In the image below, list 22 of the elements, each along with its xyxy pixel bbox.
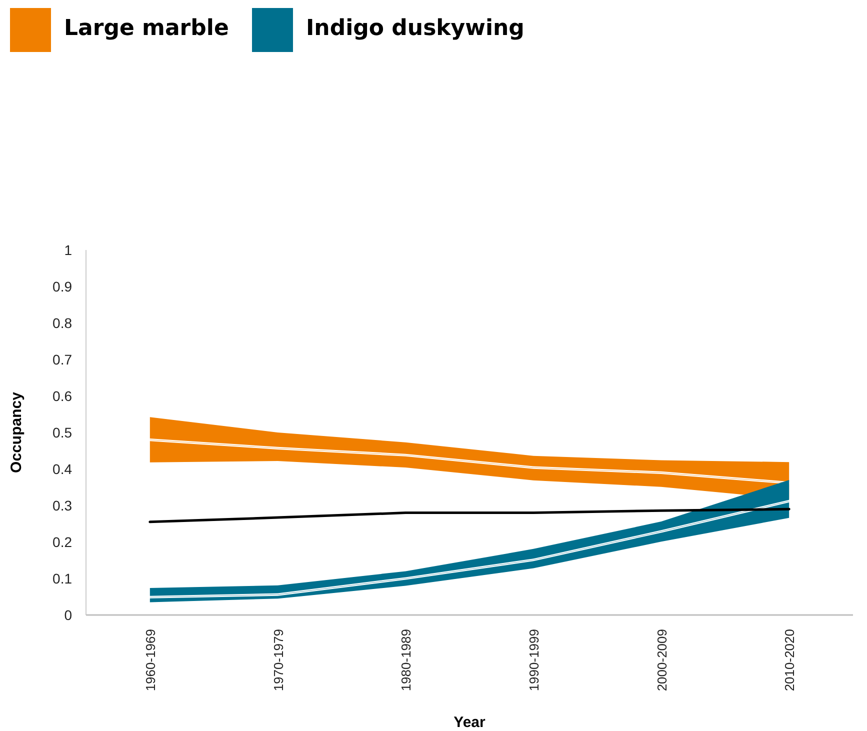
line-series: [148, 508, 790, 524]
x-tick-label: 1970-1979: [270, 629, 286, 692]
x-tick-label: 1980-1989: [398, 629, 414, 692]
y-tick-label: 0.2: [52, 534, 72, 550]
x-axis-title: Year: [454, 714, 486, 731]
y-tick-label: 0.8: [52, 314, 72, 331]
x-tick-label: 1990-1999: [526, 629, 542, 692]
x-tick-label: 1960-1969: [142, 629, 158, 692]
y-tick-label: 0.4: [52, 460, 72, 477]
x-tick-label: 2000-2009: [654, 629, 670, 692]
y-tick-label: 0.5: [52, 424, 72, 440]
legend-label: Indigo duskywing: [306, 16, 524, 41]
y-tick-label: 0.9: [52, 278, 72, 294]
y-tick-label: 0.6: [52, 388, 72, 404]
y-tick-label: 0.1: [52, 570, 72, 586]
legend-label: Large marble: [64, 16, 229, 41]
y-tick-label: 0: [64, 606, 72, 623]
y-tick-label: 1: [64, 242, 72, 258]
y-tick-label: 0.7: [52, 351, 72, 368]
y-axis-title: Occupancy: [8, 391, 25, 473]
y-tick-label: 0.3: [52, 497, 72, 514]
x-tick-label: 2010-2020: [782, 629, 798, 692]
